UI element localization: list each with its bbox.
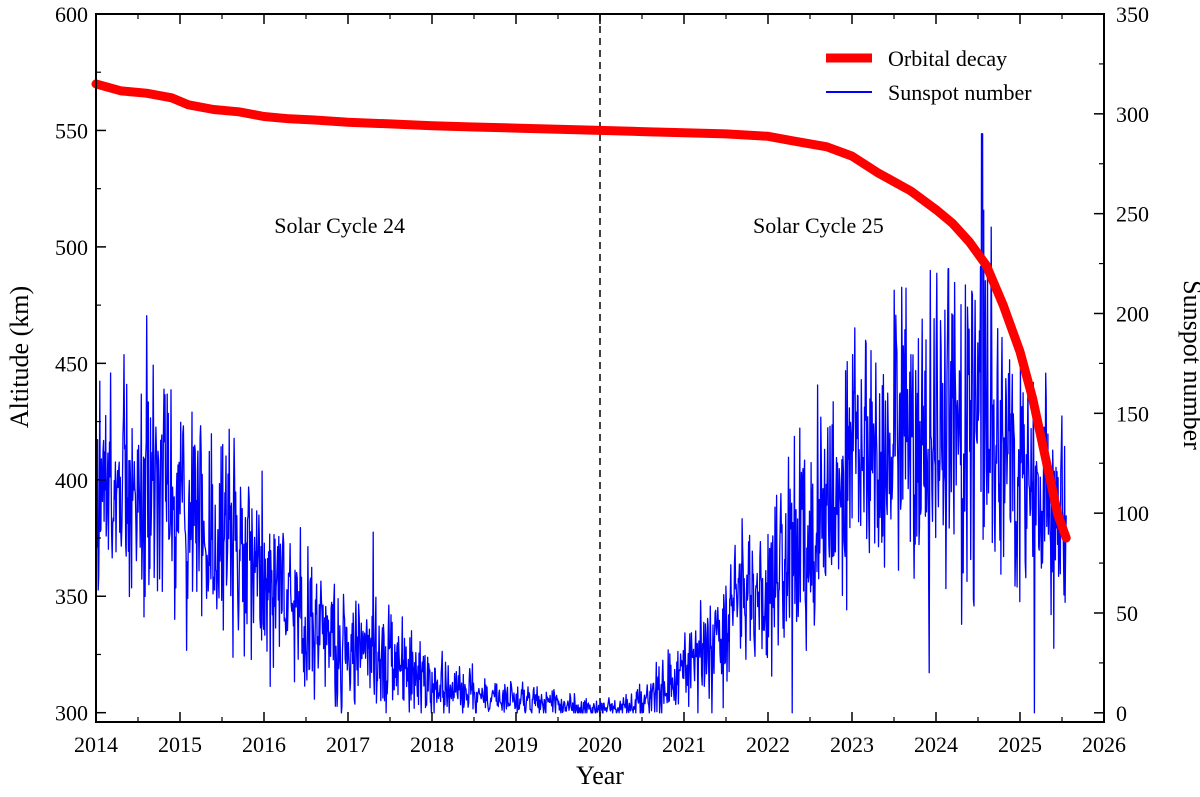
x-tick-label-2019: 2019: [494, 732, 538, 757]
x-tick-label-2026: 2026: [1082, 732, 1126, 757]
x-tick-label-2025: 2025: [998, 732, 1042, 757]
series-sunspot-number-line: [95, 133, 1067, 714]
y-right-tick-label-50: 50: [1116, 601, 1138, 626]
x-axis-title: Year: [576, 761, 624, 790]
y-left-tick-label-600: 600: [55, 2, 88, 27]
label-layer: Year Altitude (km) Sunspot number Solar …: [5, 213, 1200, 790]
x-tick-label-2018: 2018: [410, 732, 454, 757]
x-tick-label-2023: 2023: [830, 732, 874, 757]
y-axis-title-left: Altitude (km): [5, 286, 34, 428]
legend-label-orbital-decay: Orbital decay: [888, 46, 1007, 71]
series-layer: [91, 79, 1071, 714]
x-tick-label-2015: 2015: [158, 732, 202, 757]
series-orbital-decay-line: [91, 79, 1071, 543]
x-tick-label-2022: 2022: [746, 732, 790, 757]
legend: Orbital decay Sunspot number: [826, 46, 1032, 105]
x-tick-label-2020: 2020: [578, 732, 622, 757]
y-left-tick-label-450: 450: [55, 351, 88, 376]
annotation-solar-cycle-25: Solar Cycle 25: [753, 213, 884, 238]
y-axis-title-right: Sunspot number: [1178, 280, 1200, 450]
annotation-solar-cycle-24: Solar Cycle 24: [274, 213, 405, 238]
y-right-tick-label-250: 250: [1116, 202, 1149, 227]
y-right-tick-label-350: 350: [1116, 2, 1149, 27]
x-tick-label-2017: 2017: [326, 732, 370, 757]
x-tick-label-2021: 2021: [662, 732, 706, 757]
y-right-tick-label-0: 0: [1116, 701, 1127, 726]
y-left-tick-label-350: 350: [55, 584, 88, 609]
x-tick-label-2024: 2024: [914, 732, 958, 757]
legend-label-sunspot-number: Sunspot number: [888, 80, 1032, 105]
x-tick-label-2016: 2016: [242, 732, 286, 757]
y-left-tick-label-550: 550: [55, 118, 88, 143]
tick-layer: 2014 2015 2016 2017 2018 2019 2020 2021 2022 2023…: [55, 2, 1149, 757]
y-left-tick-label-500: 500: [55, 235, 88, 260]
x-tick-label-2014: 2014: [74, 732, 118, 757]
y-right-tick-label-300: 300: [1116, 102, 1149, 127]
y-left-tick-label-400: 400: [55, 468, 88, 493]
y-right-tick-label-200: 200: [1116, 301, 1149, 326]
y-right-tick-label-100: 100: [1116, 501, 1149, 526]
y-right-tick-label-150: 150: [1116, 401, 1149, 426]
y-left-tick-label-300: 300: [55, 701, 88, 726]
